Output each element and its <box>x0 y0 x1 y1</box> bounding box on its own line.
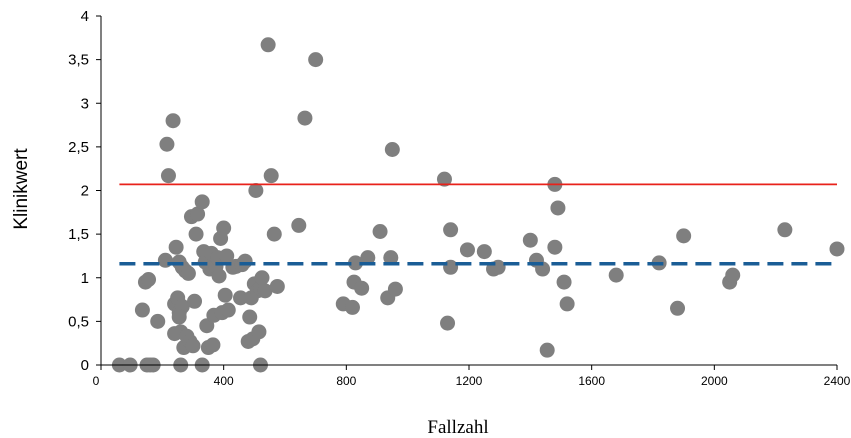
x-tick-label: 800 <box>336 374 356 388</box>
data-point <box>354 280 370 296</box>
reference-lines <box>119 183 837 266</box>
data-point <box>670 300 686 316</box>
data-point <box>372 224 388 240</box>
axes <box>96 15 838 370</box>
data-point <box>436 171 452 187</box>
data-point <box>308 52 324 68</box>
data-point <box>348 255 364 271</box>
data-point <box>443 222 459 238</box>
x-tick-label: 1600 <box>578 374 605 388</box>
y-tick-label: 1,5 <box>68 226 89 243</box>
data-point <box>476 244 492 260</box>
data-point <box>167 326 183 342</box>
y-tick-label: 4 <box>81 8 89 25</box>
x-tick-label: 2000 <box>701 374 728 388</box>
data-point <box>777 222 793 238</box>
data-point <box>443 259 459 275</box>
data-point <box>220 302 236 318</box>
data-point <box>187 293 203 309</box>
data-point <box>522 232 538 248</box>
data-point <box>360 250 376 266</box>
x-tick-labels: 0 400 800 1200 1600 2000 2400 <box>93 374 851 388</box>
data-point <box>608 267 624 283</box>
x-tick-label: 0 <box>93 374 100 388</box>
data-points <box>111 37 845 373</box>
data-point <box>490 259 506 275</box>
data-point <box>384 141 400 157</box>
x-tick-label: 1200 <box>456 374 483 388</box>
data-point <box>242 309 258 325</box>
data-point <box>180 265 196 281</box>
data-point <box>159 136 175 152</box>
data-point <box>237 253 253 269</box>
y-tick-label: 2 <box>81 183 89 200</box>
data-point <box>188 226 204 242</box>
data-point <box>165 113 181 129</box>
y-tick-label: 3,5 <box>68 52 89 69</box>
x-axis-title: Fallzahl <box>427 417 488 438</box>
y-tick-label: 1 <box>81 270 89 287</box>
data-point <box>459 242 475 258</box>
data-point <box>248 183 264 198</box>
data-point <box>260 37 276 53</box>
data-point <box>251 324 267 340</box>
data-point <box>725 267 741 283</box>
data-point <box>190 206 206 222</box>
y-axis-title: Klinikwert <box>11 148 32 230</box>
data-point <box>219 248 235 264</box>
data-point <box>157 252 173 268</box>
data-point <box>211 268 227 284</box>
y-tick-label: 2,5 <box>68 139 89 156</box>
data-point <box>194 194 210 210</box>
data-point <box>297 110 313 126</box>
data-point <box>168 239 184 255</box>
data-point <box>257 283 273 299</box>
data-point <box>233 290 249 306</box>
data-point <box>266 226 282 242</box>
y-tick-labels: 0 0,5 1 1,5 2 2,5 3 3,5 4 <box>68 8 89 374</box>
data-point <box>550 200 566 216</box>
data-point <box>171 309 187 325</box>
data-point <box>829 241 845 257</box>
y-tick-label: 0,5 <box>68 313 89 330</box>
data-point <box>254 270 270 286</box>
data-point <box>344 299 360 315</box>
data-point <box>217 287 233 303</box>
data-point <box>134 302 150 318</box>
data-point <box>383 250 399 266</box>
y-tick-label: 0 <box>81 357 89 374</box>
data-point <box>216 220 232 236</box>
data-point <box>556 274 572 290</box>
data-point <box>291 217 307 233</box>
data-point <box>263 168 279 184</box>
data-point <box>185 338 201 354</box>
data-point <box>440 315 456 331</box>
data-point <box>547 239 563 255</box>
data-point <box>150 313 166 329</box>
data-point <box>141 271 157 287</box>
x-tick-label: 2400 <box>824 374 851 388</box>
x-tick-label: 400 <box>214 374 234 388</box>
data-point <box>269 278 285 294</box>
data-point <box>539 342 555 358</box>
y-tick-label: 3 <box>81 95 89 112</box>
data-point <box>387 281 403 297</box>
data-point <box>676 228 692 244</box>
data-point <box>160 168 176 184</box>
data-point <box>205 337 221 353</box>
data-point <box>559 296 575 312</box>
